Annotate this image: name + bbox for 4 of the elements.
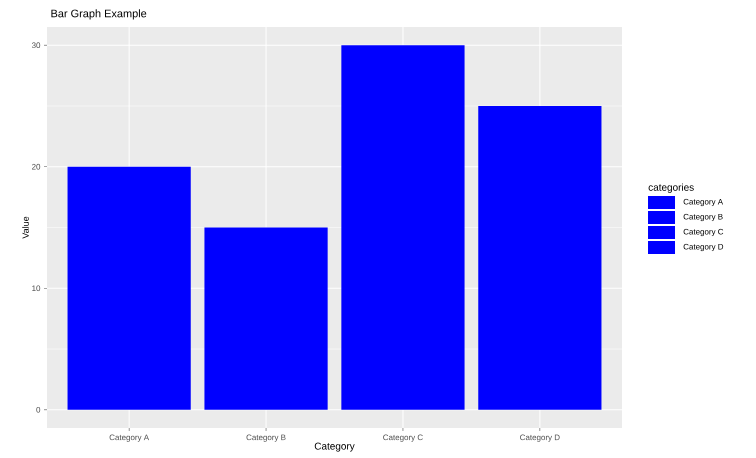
- legend-title: categories: [648, 184, 694, 193]
- x-axis-title: Category: [314, 442, 355, 452]
- y-axis-title: Value: [22, 216, 29, 239]
- chart-title: Bar Graph Example: [51, 9, 146, 20]
